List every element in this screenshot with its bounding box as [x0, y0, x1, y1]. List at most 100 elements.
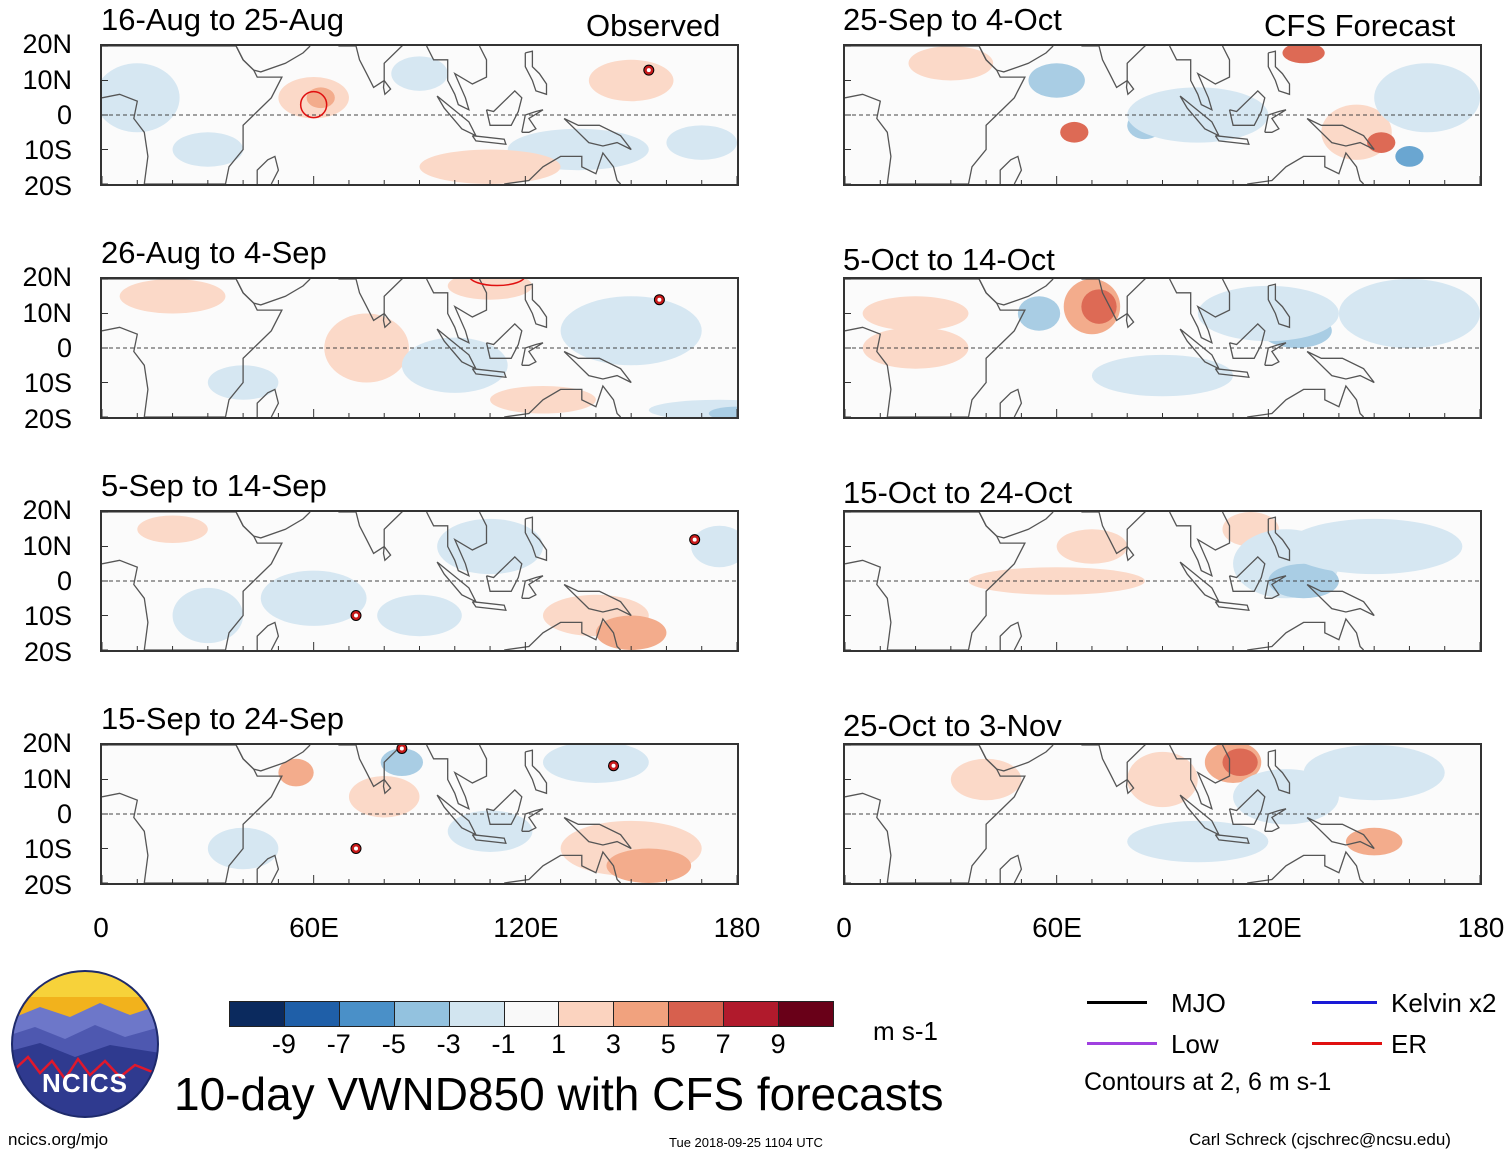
lat-label: 20S	[23, 404, 72, 434]
coastline	[382, 546, 392, 562]
coastline	[524, 283, 548, 329]
anomaly-patch	[950, 758, 1022, 801]
tropical-storm-icon	[350, 843, 362, 854]
anomaly-patch	[1395, 146, 1424, 167]
anomaly-patch	[401, 337, 508, 393]
coastline	[1125, 546, 1135, 562]
anomaly-patch	[606, 848, 692, 883]
anomaly-patch	[447, 810, 533, 852]
coastline	[1214, 368, 1250, 379]
coastline	[1247, 151, 1365, 184]
legend-label-kelvin: Kelvin x2	[1391, 988, 1497, 1018]
coastline	[1264, 808, 1287, 832]
coastline	[471, 368, 507, 379]
anomaly-patch	[260, 570, 367, 626]
map-panel-forecast-4	[843, 743, 1482, 885]
coastline	[999, 388, 1023, 417]
anomaly-patch	[1127, 751, 1198, 808]
coastline	[521, 109, 544, 133]
footer-url[interactable]: ncics.org/mjo	[8, 1130, 109, 1149]
map-svg	[102, 46, 737, 184]
coastline	[426, 512, 488, 578]
anomaly-patch	[377, 594, 462, 637]
coastline	[999, 854, 1023, 883]
anomaly-patch	[172, 587, 244, 644]
anomaly-patch	[708, 406, 737, 417]
lon-label: 0	[93, 912, 109, 943]
coastline	[256, 155, 280, 184]
coastline	[1267, 50, 1291, 96]
coastline	[524, 50, 548, 96]
coastline	[338, 512, 404, 555]
coastline	[504, 384, 622, 417]
colorbar-label: 9	[770, 1029, 786, 1059]
colorbar-units: m s-1	[873, 1016, 938, 1046]
tropical-storm-icon	[396, 745, 408, 754]
anomaly-patch	[278, 758, 314, 787]
anomaly-patch	[1367, 132, 1396, 153]
panel-title: 25-Oct to 3-Nov	[843, 708, 1062, 743]
coastline	[1081, 46, 1147, 89]
mjo-line	[1087, 1001, 1147, 1004]
coastline	[563, 816, 632, 850]
colorbar-swatch	[723, 1001, 780, 1027]
colorbar-swatch	[668, 1001, 725, 1027]
colorbar-labels: -9 -7 -5 -3 -1 1 3 5 7 9	[0, 1031, 786, 1058]
colorbar-swatch	[503, 1001, 560, 1027]
anomaly-patch	[862, 296, 969, 331]
colorbar-label: -9	[271, 1029, 296, 1059]
map-panel-observed-3	[100, 510, 739, 652]
map-svg	[845, 512, 1480, 650]
colorbar-swatch	[283, 1001, 340, 1027]
lat-label: 20S	[23, 171, 72, 201]
colorbar-swatch	[613, 1001, 670, 1027]
map-svg	[102, 512, 737, 650]
colorbar-label: 1	[550, 1029, 566, 1059]
coastline	[426, 46, 488, 112]
colorbar-label: -1	[491, 1029, 516, 1059]
lat-label: 20S	[23, 637, 72, 667]
kelvin-line	[1312, 1001, 1377, 1004]
lat-label: 10N	[22, 298, 72, 328]
legend-label-low: Low	[1171, 1029, 1219, 1059]
coastline	[504, 617, 622, 650]
coastline	[1228, 89, 1266, 126]
lat-label: 10S	[23, 834, 72, 864]
coastline	[1081, 512, 1147, 555]
colorbar-label: 7	[715, 1029, 731, 1059]
coastline	[521, 342, 544, 366]
coastline	[978, 46, 1054, 73]
coastline	[338, 46, 404, 89]
anomaly-patch	[391, 56, 448, 91]
coastline	[426, 279, 488, 345]
coastline	[521, 808, 544, 832]
colorbar-swatch	[448, 1001, 505, 1027]
anomaly-patch	[1127, 820, 1269, 863]
anomaly-patch	[1282, 46, 1325, 64]
legend-label-er: ER	[1391, 1029, 1428, 1059]
coastline	[471, 834, 507, 845]
anomaly-patch	[588, 59, 674, 102]
main-title: 10-day VWND850 with CFS forecasts	[174, 1068, 944, 1120]
coastline	[1214, 601, 1250, 612]
panel-title: 26-Aug to 4-Sep	[101, 235, 327, 270]
coastline	[485, 555, 523, 592]
colorbar-label: 3	[605, 1029, 621, 1059]
footer-timestamp: Tue 2018-09-25 1104 UTC	[669, 1135, 823, 1150]
coastline	[1267, 283, 1291, 329]
map-svg	[102, 745, 737, 883]
anomaly-patch	[908, 46, 994, 81]
cfs-forecast-header: CFS Forecast	[1264, 8, 1456, 43]
anomaly-patch	[348, 776, 420, 818]
coastline	[1214, 834, 1250, 845]
lon-label: 180	[1457, 912, 1505, 943]
tropical-storm-icon	[653, 294, 665, 306]
coastline	[999, 155, 1023, 184]
lat-label: 20N	[22, 728, 72, 758]
coastline	[1264, 342, 1287, 366]
panel-title: 25-Sep to 4-Oct	[843, 2, 1062, 37]
coastline	[436, 95, 478, 138]
coastline	[485, 89, 523, 126]
coastline	[471, 601, 507, 612]
lat-label: 0	[56, 333, 72, 363]
